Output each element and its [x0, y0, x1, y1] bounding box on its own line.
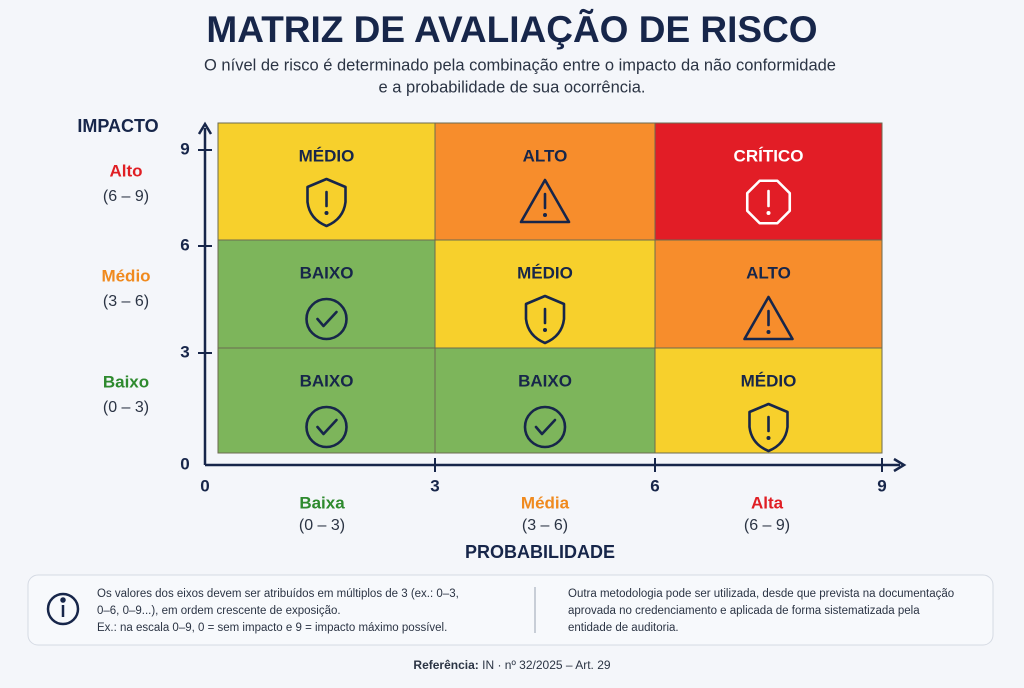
x-tick-label: 0	[200, 476, 209, 495]
cell-label: BAIXO	[300, 371, 354, 390]
x-tick-label: 3	[430, 476, 439, 495]
icon	[766, 436, 771, 440]
icon	[324, 211, 329, 215]
icon	[316, 310, 338, 328]
risk-cell: ALTO	[654, 239, 883, 349]
risk-cell: BAIXO	[434, 347, 656, 454]
reference-label: Referência:	[413, 658, 478, 672]
icon	[305, 297, 348, 341]
x-level-range: (0 – 3)	[299, 517, 345, 534]
risk-cell: BAIXO	[217, 347, 436, 454]
axes	[197, 121, 907, 473]
y-level-name: Baixo	[103, 372, 149, 391]
note-line: Ex.: na escala 0–9, 0 = sem impacto e 9 …	[97, 622, 447, 634]
cell-label: BAIXO	[518, 371, 572, 390]
cell-label: MÉDIO	[517, 263, 573, 282]
x-level-name: Alta	[751, 493, 784, 512]
reference: Referência: IN · nº 32/2025 – Art. 29	[413, 658, 610, 672]
icon	[543, 213, 547, 217]
note-line: aprovada no credenciamento e aplicada de…	[568, 605, 920, 617]
icon	[745, 179, 792, 225]
x-level-range: (6 – 9)	[744, 517, 790, 534]
cell-label: CRÍTICO	[734, 146, 804, 165]
y-level-name: Alto	[109, 161, 142, 180]
risk-cell: MÉDIO	[217, 122, 436, 241]
icon	[766, 211, 771, 215]
title: MATRIZ DE AVALIAÇÃO DE RISCO	[206, 8, 817, 50]
cell-label: ALTO	[523, 146, 568, 165]
risk-cell: CRÍTICO	[654, 122, 883, 241]
icon	[748, 402, 789, 453]
cell-background	[434, 347, 656, 454]
cell-label: ALTO	[746, 263, 791, 282]
icon	[519, 178, 571, 224]
x-level-range: (3 – 6)	[522, 517, 568, 534]
note-line: entidade de auditoria.	[568, 622, 679, 634]
y-tick-label: 6	[180, 235, 189, 254]
x-axis-title: PROBABILIDADE	[465, 542, 615, 562]
cell-background	[217, 239, 436, 349]
y-tick-label: 9	[180, 139, 189, 158]
icon	[766, 330, 771, 334]
y-level-range: (3 – 6)	[103, 293, 149, 310]
note-line: Os valores dos eixos devem ser atribuído…	[97, 588, 459, 600]
icon	[523, 405, 567, 449]
icon	[306, 177, 347, 228]
cell-background	[217, 122, 436, 241]
y-tick-label: 3	[180, 342, 189, 361]
y-level-range: (6 – 9)	[103, 188, 149, 205]
x-level-name: Baixa	[299, 493, 345, 512]
icon	[534, 418, 557, 436]
cell-background	[217, 347, 436, 454]
x-tick-label: 6	[650, 476, 659, 495]
risk-cell: MÉDIO	[654, 347, 883, 454]
risk-cell: ALTO	[434, 122, 656, 241]
note-line: 0–6, 0–9...), em ordem crescente de expo…	[97, 605, 341, 617]
info-box	[27, 574, 994, 646]
info-icon	[46, 592, 80, 626]
subtitle: O nível de risco é determinado pela comb…	[204, 56, 836, 74]
reference-text: IN · nº 32/2025 – Art. 29	[479, 658, 611, 672]
x-level-name: Média	[521, 493, 570, 512]
cell-label: MÉDIO	[741, 371, 797, 390]
cell-label: BAIXO	[300, 263, 354, 282]
note-line: Outra metodologia pode ser utilizada, de…	[568, 588, 954, 600]
y-tick-label: 0	[180, 454, 189, 473]
y-axis-title: IMPACTO	[77, 116, 158, 136]
x-tick-label: 9	[877, 476, 886, 495]
cell-background	[654, 347, 883, 454]
icon	[524, 294, 566, 345]
risk-cell: BAIXO	[217, 239, 436, 349]
icon	[543, 328, 547, 332]
icon	[316, 418, 338, 436]
y-level-name: Médio	[101, 266, 150, 285]
subtitle: e a probabilidade de sua ocorrência.	[379, 78, 646, 96]
icon	[743, 295, 794, 341]
y-level-range: (0 – 3)	[103, 399, 149, 416]
risk-cell: MÉDIO	[434, 239, 656, 349]
cell-label: MÉDIO	[299, 146, 355, 165]
icon	[305, 405, 348, 449]
